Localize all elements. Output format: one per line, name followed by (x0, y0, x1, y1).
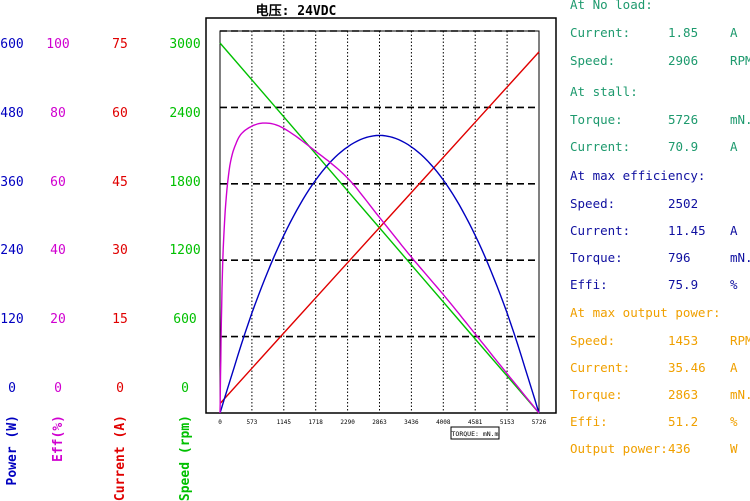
stats-header: At max efficiency: (570, 168, 706, 183)
stats-header: At max output power: (570, 305, 721, 320)
motor-performance-chart: 电压: 24VDC 0 573 1145 1718 2290 2863 3436 4008 458… (205, 3, 557, 440)
x-tick-label: 2290 (340, 419, 355, 426)
y-tick-label-current: 45 (112, 174, 128, 190)
x-tick-label: 1145 (277, 419, 292, 426)
stat-unit: % (730, 277, 738, 292)
y-tick-label-eff: 0 (54, 381, 62, 396)
y-tick-label-power: 360 (0, 174, 24, 190)
y-tick-label-speed: 3000 (169, 37, 201, 52)
y-tick-label-power: 480 (0, 105, 24, 121)
y-tick-label-speed: 1200 (169, 243, 201, 259)
stat-value: 51.2 (668, 414, 699, 429)
stat-unit: % (730, 414, 738, 429)
stat-label: Torque: (570, 387, 623, 402)
stat-value: 1.85 (668, 25, 699, 40)
stat-label: Speed: (570, 196, 616, 211)
stat-label: Output power: (570, 441, 668, 456)
stat-unit: mN.m (730, 112, 750, 127)
y-tick-label-current: 30 (112, 243, 128, 259)
y-tick-label-eff: 40 (50, 243, 66, 259)
x-tick-label: 5153 (500, 419, 515, 426)
x-tick-label: 573 (246, 419, 257, 426)
x-tick-label: 4581 (468, 419, 483, 426)
chart-frame (205, 17, 557, 414)
stat-unit: A (730, 360, 738, 375)
y-tick-label-power: 0 (8, 381, 16, 396)
stat-value: 2502 (668, 196, 699, 211)
y-tick-label-current: 75 (112, 37, 128, 52)
x-axis-label: TORQUE: mN.m (452, 430, 499, 438)
y-tick-label-power: 120 (0, 312, 24, 328)
stat-unit: W (730, 441, 738, 456)
stat-label: Current: (570, 139, 631, 154)
x-tick-label: 1718 (308, 419, 323, 426)
stat-value: 5726 (668, 112, 699, 127)
y-tick-label-power: 240 (0, 243, 24, 259)
x-tick-label: 5726 (532, 419, 547, 426)
y-tick-label-speed: 600 (173, 312, 197, 328)
stat-value: 2906 (668, 53, 699, 68)
y-tick-label-eff: 20 (50, 312, 66, 328)
stat-value: 75.9 (668, 277, 699, 292)
y-axis-label-eff: Eff(%) (51, 415, 66, 462)
y-axis-label-power: Power (W) (5, 415, 20, 486)
x-tick-label: 0 (218, 419, 222, 426)
x-axis-label-box (450, 426, 500, 440)
stat-value: 796 (668, 250, 691, 265)
y-tick-label-eff: 60 (50, 174, 66, 190)
series-line-current (219, 51, 540, 405)
stat-unit: RPM (730, 53, 750, 68)
stat-label: Torque: (570, 112, 623, 127)
stats-header: At No load: (570, 0, 653, 12)
series-line-eff (219, 122, 540, 414)
y-axis-label-current: Current (A) (113, 415, 128, 501)
stat-label: Current: (570, 360, 631, 375)
stat-unit: A (730, 25, 738, 40)
stats-header: At stall: (570, 84, 638, 99)
stat-unit: RPM (730, 333, 750, 348)
y-tick-label-speed: 2400 (169, 105, 201, 121)
y-tick-label-eff: 100 (46, 37, 70, 52)
y-tick-label-eff: 80 (50, 105, 66, 121)
stat-label: Current: (570, 223, 631, 238)
stat-label: Torque: (570, 250, 623, 265)
y-tick-label-current: 15 (112, 312, 128, 328)
x-tick-label: 3436 (404, 419, 419, 426)
stat-unit: mN.m (730, 387, 750, 402)
stat-value: 1453 (668, 333, 699, 348)
stat-value: 35.46 (668, 360, 706, 375)
stat-label: Speed: (570, 333, 616, 348)
stat-label: Speed: (570, 53, 616, 68)
x-tick-label: 4008 (436, 419, 451, 426)
stat-value: 70.9 (668, 139, 699, 154)
y-tick-label-power: 600 (0, 37, 24, 52)
x-tick-label: 2863 (372, 419, 387, 426)
y-tick-label-speed: 0 (181, 381, 189, 396)
y-tick-label-current: 60 (112, 105, 128, 121)
stat-unit: mN.m (730, 250, 750, 265)
stat-label: Current: (570, 25, 631, 40)
chart-title: 电压: 24VDC (256, 3, 337, 19)
y-axis-label-speed: Speed (rpm) (178, 415, 193, 501)
y-tick-label-speed: 1800 (169, 174, 201, 190)
stat-value: 11.45 (668, 223, 706, 238)
stat-value: 436 (668, 441, 691, 456)
stat-unit: A (730, 223, 738, 238)
stat-unit: A (730, 139, 738, 154)
stat-value: 2863 (668, 387, 699, 402)
stat-label: Effi: (570, 414, 608, 429)
y-tick-label-current: 0 (116, 381, 124, 396)
series-line-power (219, 134, 540, 414)
stat-label: Effi: (570, 277, 608, 292)
